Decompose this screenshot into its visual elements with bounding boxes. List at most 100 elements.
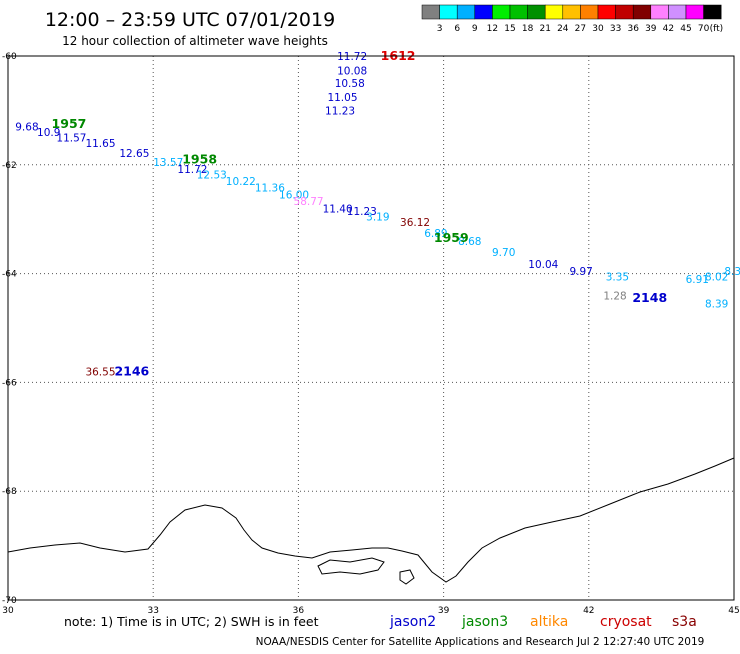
- colorbar-swatch: [703, 4, 722, 20]
- footer-credit: NOAA/NESDIS Center for Satellite Applica…: [256, 636, 705, 648]
- swh-observation: 9.70: [492, 247, 515, 259]
- swh-observation: 16.00: [279, 190, 309, 202]
- map-subtitle: 12 hour collection of altimeter wave hei…: [62, 34, 328, 48]
- colorbar-swatch: [650, 4, 669, 20]
- swh-observation: 3.35: [606, 271, 629, 283]
- colorbar-swatch: [597, 4, 616, 20]
- colorbar-label: 27: [575, 24, 586, 34]
- swh-observation: 8.68: [458, 236, 481, 248]
- lat-tick-label: -66: [2, 378, 17, 388]
- lon-tick-label: 42: [583, 606, 594, 616]
- map-axis-ticks: 30 33 36 39 42 45 -60 -62 -64 -66 -68 -70: [2, 52, 740, 616]
- colorbar-label: 70: [698, 24, 710, 34]
- colorbar-swatch: [668, 4, 687, 20]
- colorbar-label: 36: [627, 24, 639, 34]
- antarctic-coastline: [7, 457, 735, 600]
- swh-observation: 6.89: [424, 228, 447, 240]
- pass-label: 2148: [632, 290, 667, 305]
- colorbar-label: 18: [522, 24, 534, 34]
- colorbar-swatch: [439, 4, 458, 20]
- coastline-path: [7, 457, 735, 583]
- lat-tick-label: -60: [2, 52, 17, 62]
- coastline-island: [399, 569, 415, 585]
- colorbar-swatch: [421, 4, 440, 20]
- lon-tick-label: 36: [293, 606, 305, 616]
- swh-observation: 11.36: [255, 183, 285, 195]
- colorbar-swatch: [456, 4, 476, 20]
- satellite-legend-jason3: jason3: [461, 614, 508, 630]
- colorbar-label: 21: [539, 24, 550, 34]
- pass-label: 1957: [52, 116, 87, 131]
- colorbar-swatch: [685, 4, 704, 20]
- colorbar-swatch: [632, 4, 652, 20]
- swh-observation: 8.39: [724, 266, 740, 278]
- colorbar-swatch: [474, 4, 493, 20]
- lon-tick-label: 39: [438, 606, 450, 616]
- swh-observation: 36.55: [85, 367, 115, 379]
- lat-tick-label: -70: [2, 596, 17, 606]
- colorbar-swatch: [615, 4, 634, 20]
- swh-observation: 11.57: [56, 133, 86, 145]
- colorbar-label: 33: [610, 24, 621, 34]
- lon-tick-label: 45: [728, 606, 739, 616]
- map-frame: [7, 55, 735, 601]
- satellite-legend-altika: altika: [530, 614, 568, 630]
- swh-observation: 10.04: [528, 259, 558, 271]
- pass-label: 1959: [434, 230, 469, 245]
- map-gridlines: [7, 55, 735, 601]
- colorbar-label: 24: [557, 24, 569, 34]
- swh-observation: 9.97: [569, 266, 592, 278]
- colorbar-label: 15: [504, 24, 515, 34]
- satellite-legend-cryosat: cryosat: [600, 614, 652, 630]
- swh-observation: 11.72: [177, 164, 207, 176]
- pass-label: 1958: [182, 151, 217, 166]
- colorbar-label: 30: [592, 24, 604, 34]
- colorbar-unit: (ft): [710, 24, 724, 34]
- swh-observation: 10.58: [335, 78, 365, 90]
- swh-observation: 11.65: [85, 138, 115, 150]
- swh-observation: 58.77: [294, 196, 324, 208]
- colorbar-swatch: [527, 4, 546, 20]
- lat-tick-label: -68: [2, 487, 17, 497]
- lat-tick-label: -62: [2, 161, 17, 171]
- swh-observation: 6.91: [686, 274, 709, 286]
- wave-height-observations: 11.7210.0810.5811.0511.239.6810.911.5711…: [15, 51, 740, 379]
- satellite-legend: jason2 jason3 altika cryosat s3a: [389, 614, 697, 630]
- colorbar-label: 6: [454, 24, 460, 34]
- swh-observation: 12.65: [119, 148, 149, 160]
- colorbar-label: 42: [663, 24, 674, 34]
- colorbar-label: 12: [487, 24, 498, 34]
- swh-observation: 10.9: [37, 127, 60, 139]
- swh-observation: 8.02: [705, 271, 728, 283]
- swh-observation: 9.68: [15, 122, 38, 134]
- swh-observation: 13.57: [153, 157, 183, 169]
- colorbar-label: 39: [645, 24, 657, 34]
- swh-observation: 11.40: [323, 203, 353, 215]
- swh-observation: 10.22: [226, 176, 256, 188]
- colorbar-swatch: [580, 4, 599, 20]
- swh-observation: 10.08: [337, 66, 367, 78]
- swh-observation: 8.39: [705, 299, 728, 311]
- lon-tick-label: 33: [147, 606, 158, 616]
- colorbar-swatch: [509, 4, 528, 20]
- swh-observation: 36.12: [400, 217, 430, 229]
- colorbar-swatch: [492, 4, 511, 20]
- colorbar-label: 45: [680, 24, 691, 34]
- swh-observation: 12.53: [197, 170, 227, 182]
- coastline-island: [317, 557, 385, 575]
- lon-tick-label: 30: [2, 606, 14, 616]
- colorbar-swatch: [562, 4, 581, 20]
- swh-observation: 11.23: [325, 105, 355, 117]
- satellite-legend-jason2: jason2: [389, 614, 436, 630]
- lat-tick-label: -64: [2, 270, 17, 280]
- colorbar-label: 3: [437, 24, 443, 34]
- colorbar-label: 9: [472, 24, 478, 34]
- swh-observation: 11.05: [327, 92, 357, 104]
- satellite-legend-s3a: s3a: [672, 614, 697, 630]
- wave-height-colorbar: 3 6 9 12 15 18 21 24 27 30 33 36 39 42 45 70 (ft): [421, 4, 724, 34]
- colorbar-swatch: [544, 4, 564, 20]
- pass-label: 2146: [114, 364, 149, 379]
